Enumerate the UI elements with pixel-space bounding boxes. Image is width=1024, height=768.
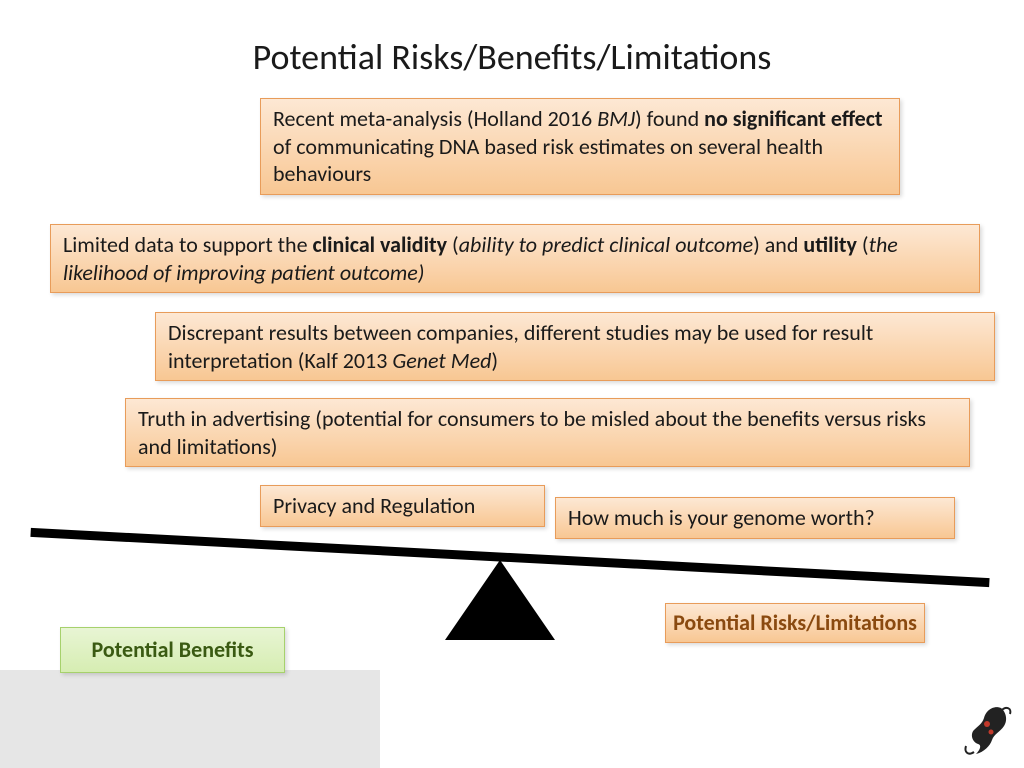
text: ): [491, 347, 498, 374]
page-title: Potential Risks/Benefits/Limitations: [0, 35, 1024, 79]
bold: clinical validity: [313, 231, 448, 258]
box-genome-worth: How much is your genome worth?: [555, 497, 955, 539]
text: ) and: [753, 231, 803, 258]
italic: ability to predict clinical outcome: [459, 231, 753, 258]
box-clinical-validity: Limited data to support the clinical val…: [50, 224, 980, 293]
text: Discrepant results between companies, di…: [168, 319, 873, 374]
text: Recent meta-analysis (Holland 2016: [273, 105, 597, 132]
journal: Genet Med: [392, 347, 491, 374]
platform: [0, 670, 380, 768]
label-risks: Potential Risks/Limitations: [665, 603, 925, 643]
bold: utility: [803, 231, 857, 258]
text: (: [447, 231, 459, 258]
journal: BMJ: [597, 105, 635, 132]
box-discrepant: Discrepant results between companies, di…: [155, 312, 995, 381]
text: of communicating DNA based risk estimate…: [273, 133, 823, 188]
label-benefits: Potential Benefits: [60, 627, 285, 673]
box-privacy: Privacy and Regulation: [260, 485, 545, 527]
seesaw-fulcrum: [445, 560, 555, 640]
text: Limited data to support the: [63, 231, 313, 258]
box-meta-analysis: Recent meta-analysis (Holland 2016 BMJ) …: [260, 98, 900, 195]
box-truth-advertising: Truth in advertising (potential for cons…: [125, 398, 970, 467]
text: (: [857, 231, 869, 258]
lizard-icon: [956, 700, 1016, 760]
bold: no significant effect: [704, 105, 882, 132]
text: ) found: [635, 105, 704, 132]
